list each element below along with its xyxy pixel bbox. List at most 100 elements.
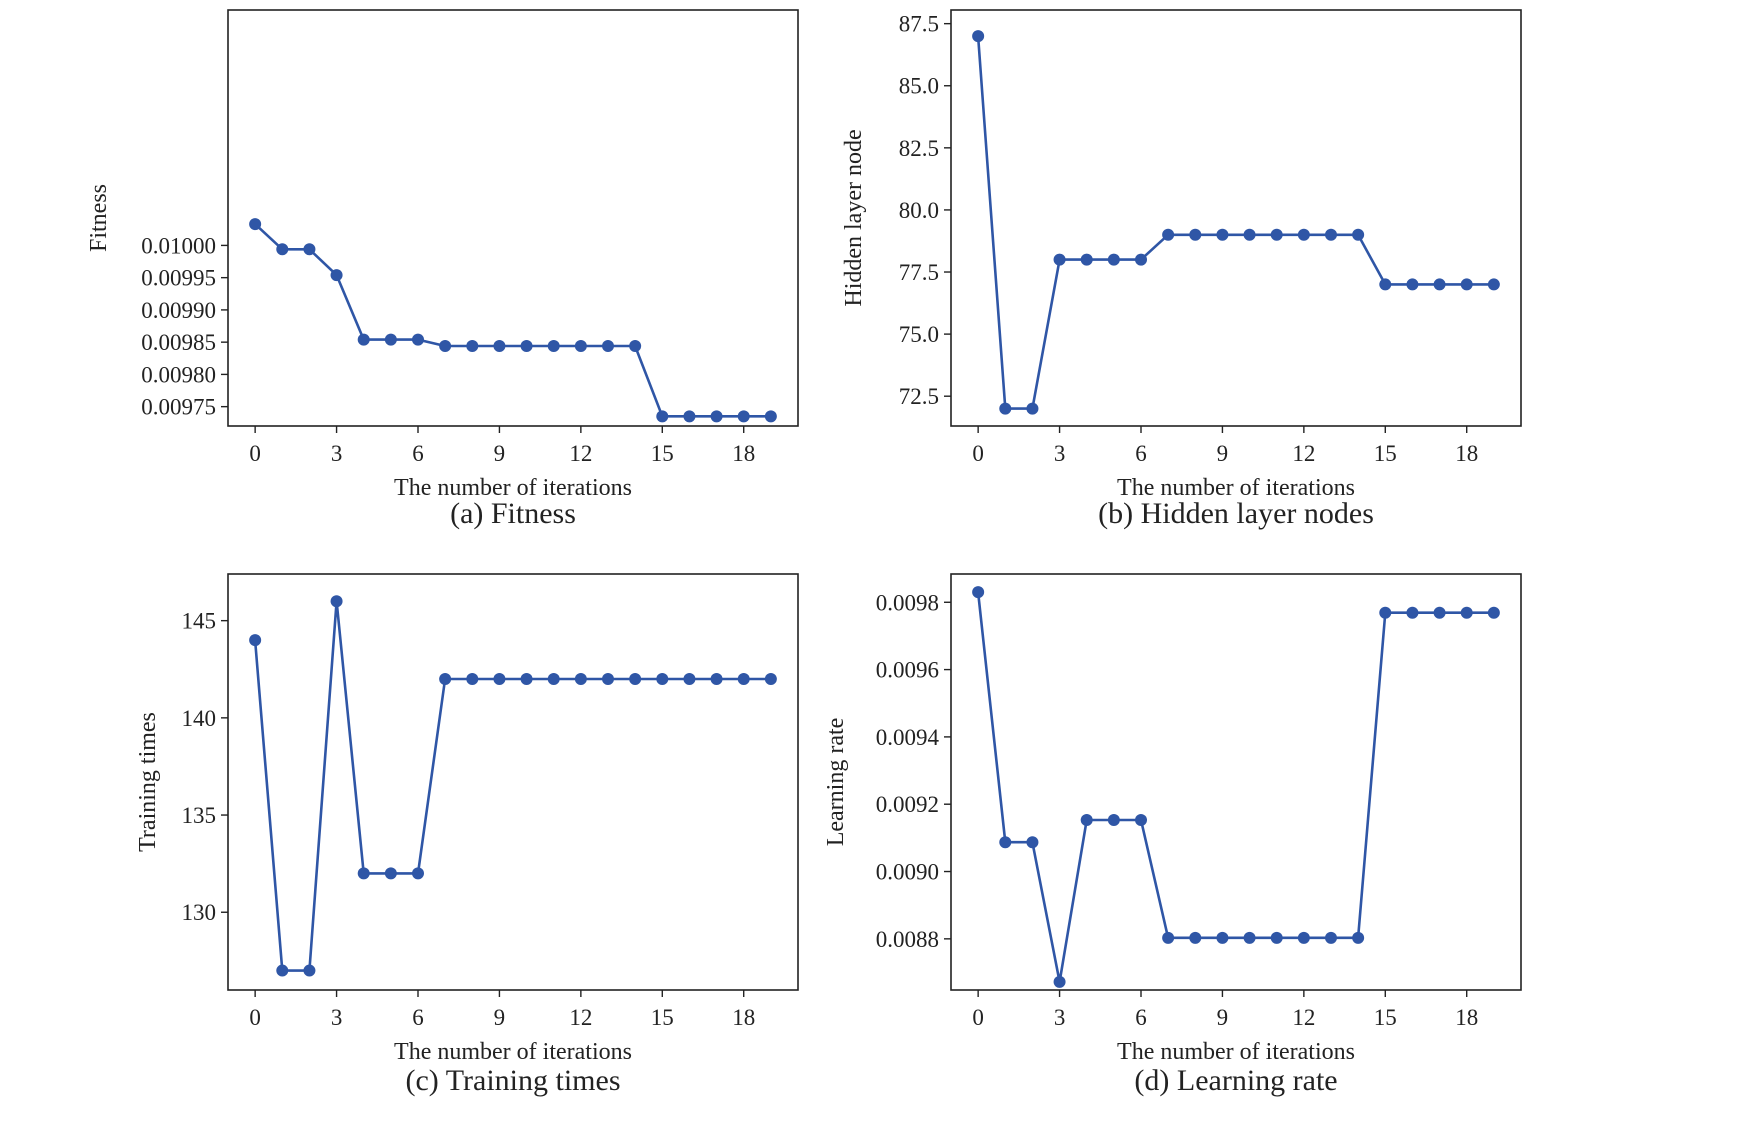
x-tick-label: 15 <box>651 441 674 466</box>
y-tick-label: 0.0090 <box>876 860 939 885</box>
data-point <box>276 964 289 977</box>
y-tick-label: 0.01000 <box>141 233 216 258</box>
y-axis-label: Training times <box>135 712 161 852</box>
data-point <box>710 410 723 423</box>
data-point <box>602 672 614 685</box>
data-point <box>1243 228 1256 241</box>
data-point <box>1216 228 1229 241</box>
data-point <box>1107 814 1120 827</box>
data-point <box>466 340 479 353</box>
chart-panel-b: 0 3 6 9 12 15 18 72.5 75.0 77.5 80.0 82.5 85.0 87.5 Th… <box>841 9 1522 530</box>
data-point <box>276 243 289 256</box>
plot-frame <box>227 573 799 991</box>
series-line <box>254 223 771 418</box>
x-tick-label: 3 <box>331 1005 343 1030</box>
data-point <box>1325 228 1337 241</box>
x-tick-label: 0 <box>972 441 984 466</box>
data-point <box>1297 228 1310 241</box>
data-point <box>1189 228 1202 241</box>
data-point <box>1379 606 1392 619</box>
y-axis-label: Hidden layer node <box>841 129 867 306</box>
y-axis-label: Fitness <box>86 184 112 252</box>
data-point <box>1243 931 1256 944</box>
y-tick-label: 0.0092 <box>876 792 939 817</box>
data-point <box>357 867 370 880</box>
panel-caption: (a) Fitness <box>450 497 576 530</box>
y-tick-label: 80.0 <box>899 198 939 223</box>
x-tick-label: 15 <box>651 1005 674 1030</box>
data-point <box>764 672 777 685</box>
x-tick-label: 18 <box>732 441 755 466</box>
y-tick-label: 0.00990 <box>141 298 216 323</box>
x-axis-label: The number of iterations <box>1117 475 1355 501</box>
data-point <box>629 340 642 353</box>
data-point <box>520 340 533 353</box>
x-tick-label: 6 <box>412 1005 424 1030</box>
x-tick-label: 3 <box>1054 1005 1066 1030</box>
panel-caption: (d) Learning rate <box>1134 1064 1337 1097</box>
series-line <box>253 599 771 972</box>
data-point <box>1487 278 1500 291</box>
x-tick-label: 12 <box>569 1005 592 1030</box>
data-point <box>1216 931 1229 944</box>
data-point <box>1026 836 1039 849</box>
x-tick-label: 3 <box>1054 441 1066 466</box>
data-point <box>1080 253 1093 266</box>
x-tick-label: 3 <box>331 441 343 466</box>
data-point <box>493 340 506 353</box>
plot-frame <box>950 573 1522 991</box>
x-tick-label: 6 <box>412 441 424 466</box>
data-point <box>1460 606 1473 619</box>
data-point <box>972 586 985 599</box>
data-point <box>1162 931 1175 944</box>
data-point <box>1433 278 1446 291</box>
y-tick-label: 85.0 <box>899 74 939 99</box>
data-point <box>710 672 723 685</box>
data-point <box>764 410 777 423</box>
x-tick-label: 12 <box>569 441 592 466</box>
data-point <box>357 333 370 346</box>
data-point <box>520 672 533 685</box>
data-point <box>602 340 614 353</box>
data-point <box>1352 931 1365 944</box>
data-point <box>384 333 397 346</box>
y-tick-label: 0.0096 <box>876 658 939 683</box>
data-point <box>1107 253 1120 266</box>
x-tick-label: 18 <box>1455 441 1478 466</box>
data-point <box>999 836 1012 849</box>
data-point <box>656 672 669 685</box>
y-tick-label: 0.0098 <box>876 590 939 615</box>
data-point <box>1297 931 1310 944</box>
data-point <box>1135 814 1147 827</box>
data-point <box>737 410 750 423</box>
data-point <box>249 634 262 647</box>
data-point <box>1406 278 1419 291</box>
x-tick-label: 18 <box>1455 1005 1478 1030</box>
x-tick-label: 18 <box>732 1005 755 1030</box>
data-point <box>547 340 560 353</box>
data-point <box>1406 606 1419 619</box>
y-tick-label: 0.0094 <box>876 725 940 750</box>
x-tick-label: 0 <box>249 1005 261 1030</box>
y-tick-label: 72.5 <box>899 384 939 409</box>
data-point <box>412 867 424 880</box>
x-tick-label: 12 <box>1292 1005 1315 1030</box>
data-point <box>439 340 452 353</box>
chart-panel-d: 0 3 6 9 12 15 18 0.0088 0.0090 0.0092 0.0094 0.0096… <box>823 573 1522 1097</box>
data-point <box>547 672 560 685</box>
y-tick-label: 145 <box>182 609 217 634</box>
x-tick-label: 0 <box>972 1005 984 1030</box>
data-point <box>1487 606 1500 619</box>
data-point <box>972 30 985 43</box>
data-point <box>1433 606 1446 619</box>
data-point <box>1325 931 1337 944</box>
data-point <box>330 269 343 282</box>
data-point <box>1162 228 1175 241</box>
plot-frame <box>950 9 1522 427</box>
y-axis-label: Learning rate <box>823 718 849 847</box>
data-point <box>330 595 343 608</box>
y-tick-label: 0.00995 <box>141 266 216 291</box>
x-tick-label: 6 <box>1135 441 1147 466</box>
data-point <box>1460 278 1473 291</box>
